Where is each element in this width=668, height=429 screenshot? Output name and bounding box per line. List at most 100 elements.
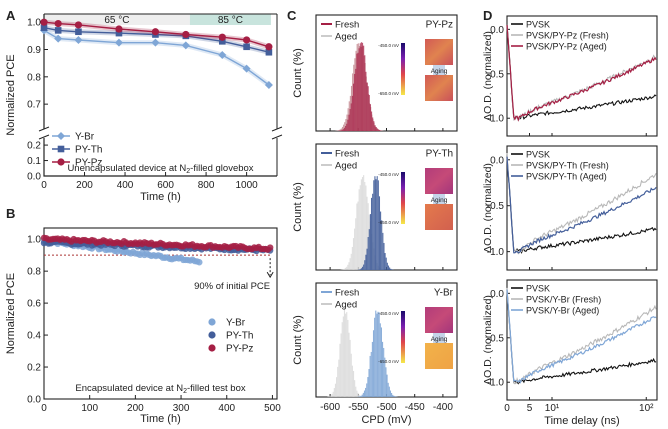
C-hist-fresh-pypz (341, 129, 343, 131)
D-curve-pvsk (506, 290, 657, 385)
A-point-pyth (40, 24, 48, 31)
C-hist-fresh-pypz (368, 94, 370, 131)
C-legend-fresh: Fresh (335, 20, 359, 31)
A-ytick-label: 0.0 (27, 172, 41, 183)
B-ytick-label: 0.4 (27, 331, 41, 342)
C-hist-aged-pypz (339, 129, 341, 131)
C-hist-fresh-pyth (380, 211, 382, 270)
C-hist-aged-pypz (343, 124, 345, 131)
A-point-pypz (115, 25, 123, 33)
C-hist-fresh-ybr (359, 396, 361, 397)
C-hist-fresh-pyth (375, 179, 377, 270)
A-xtick-label: 200 (76, 180, 93, 191)
C-hist-aged-pyth (365, 185, 367, 270)
C-hist-aged-pyth (361, 177, 364, 270)
C-hist-fresh-ybr (379, 323, 381, 397)
A-band-label: 85 °C (218, 15, 243, 26)
C-hist-aged-ybr (339, 343, 341, 397)
C-hist-fresh-ybr (386, 374, 388, 397)
A-point-pyth (115, 29, 123, 37)
C-hist-aged-pyth (355, 218, 357, 270)
C-hist-aged-pyth (360, 179, 362, 270)
C-map-fresh (425, 168, 453, 194)
C-hist-fresh-ybr (381, 341, 384, 397)
C-hist-fresh-pyth (381, 220, 383, 270)
C-hist-fresh-ybr (393, 395, 395, 397)
panel-label-D: D (483, 8, 492, 23)
C-hist-fresh-pypz (370, 111, 373, 131)
C-hist-aged-pyth (357, 201, 359, 270)
A-point-pyth (54, 27, 62, 34)
C-hist-aged-pypz (338, 130, 340, 131)
C-xtick-label: -450 (405, 402, 425, 413)
C-hist-aged-ybr (343, 307, 346, 397)
C-hist-fresh-ybr (383, 347, 385, 397)
C-hist-fresh-ybr (392, 394, 394, 397)
C-aging-label: Aging (431, 68, 448, 75)
C-hist-fresh-pyth (384, 253, 386, 270)
C-hist-aged-ybr (345, 313, 347, 397)
C-hist-aged-pyth (367, 203, 369, 270)
C-hist-aged-pyth (359, 185, 361, 270)
C-hist-fresh-ybr (385, 367, 387, 397)
A-point-ybr (114, 38, 123, 47)
C-hist-aged-ybr (346, 312, 348, 397)
C-hist-fresh-ybr (374, 317, 376, 397)
D-xtick-label: 5 (527, 403, 533, 414)
B-legend-label: Y-Br (226, 318, 246, 329)
C-hist-fresh-pyth (376, 176, 378, 270)
C-subplot-name: Y-Br (434, 288, 454, 299)
B-legend-marker (208, 344, 216, 352)
C-ylabel: Count (%) (292, 315, 304, 365)
C-hist-aged-pyth (354, 228, 356, 270)
C-xtick-label: -500 (376, 402, 396, 413)
B-ytick-label: 0.6 (27, 299, 41, 310)
A-point-pypz (265, 43, 273, 51)
D-curve-aged (506, 24, 657, 122)
A-point-ybr (181, 41, 190, 50)
C-hist-fresh-ybr (377, 311, 379, 397)
B-ytick-label: 0.2 (27, 363, 41, 374)
C-hist-fresh-pypz (373, 121, 375, 131)
C-hist-fresh-pyth (364, 260, 366, 270)
A-point-pypz (218, 33, 226, 41)
D-xtick-label: 10¹ (545, 403, 560, 414)
C-colorbar-top: -450.0 mV (378, 43, 399, 48)
C-hist-fresh-pyth (382, 232, 384, 270)
D-legend-label: PVSK (526, 150, 550, 160)
C-hist-aged-ybr (352, 370, 355, 397)
C-hist-fresh-pyth (372, 193, 374, 270)
D-xlabel: Time delay (ns) (544, 415, 619, 427)
C-ylabel: Count (%) (292, 182, 304, 232)
C-colorbar-bottom: -650.0 mV (378, 91, 399, 96)
A-point-ybr (218, 50, 227, 59)
C-colorbar-bottom: -650.0 mV (378, 359, 399, 364)
A-point-pyth (75, 28, 82, 36)
A-point-ybr (74, 35, 83, 44)
C-hist-fresh-ybr (372, 330, 375, 397)
C-hist-aged-ybr (341, 322, 343, 397)
C-hist-aged-ybr (357, 392, 359, 397)
B-ytick-label: 0.8 (27, 267, 41, 278)
D-legend-label: PVSK/Y-Br (Fresh) (526, 295, 601, 305)
A-legend-label: PY-Pz (75, 158, 102, 169)
C-hist-fresh-pyth (367, 237, 369, 270)
C-hist-aged-pyth (346, 266, 348, 270)
A-break-mark (271, 126, 283, 140)
C-hist-fresh-pypz (378, 130, 381, 131)
C-hist-aged-pyth (349, 258, 351, 270)
C-hist-fresh-pypz (350, 103, 352, 131)
C-aging-label: Aging (431, 197, 448, 204)
C-hist-fresh-ybr (363, 390, 366, 397)
C-hist-aged-pypz (346, 114, 348, 131)
C-hist-fresh-pypz (377, 129, 379, 131)
C-hist-fresh-pypz (363, 45, 365, 131)
C-hist-aged-ybr (349, 339, 351, 397)
A-break-gap (273, 129, 281, 138)
C-hist-aged-pyth (348, 262, 350, 270)
C-xlabel: CPD (mV) (361, 414, 411, 426)
C-ylabel: Count (%) (292, 48, 304, 98)
C-hist-fresh-ybr (387, 382, 389, 397)
C-hist-aged-ybr (348, 332, 350, 397)
C-hist-fresh-pyth (389, 267, 391, 270)
